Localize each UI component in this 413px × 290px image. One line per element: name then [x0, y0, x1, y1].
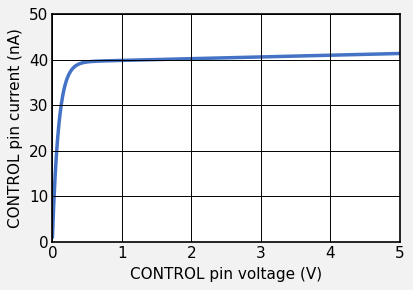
X-axis label: CONTROL pin voltage (V): CONTROL pin voltage (V)	[130, 267, 322, 282]
Y-axis label: CONTROL pin current (nA): CONTROL pin current (nA)	[8, 28, 23, 228]
